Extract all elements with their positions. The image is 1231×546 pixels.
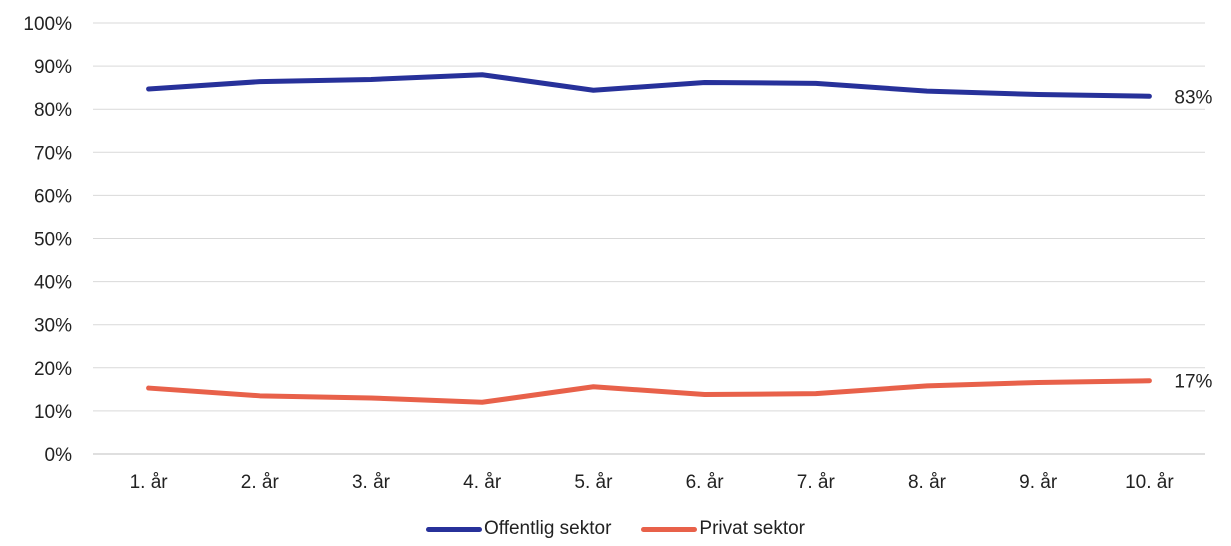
y-tick-label: 0%	[45, 445, 73, 466]
x-tick-label: 6. år	[686, 472, 725, 493]
legend-swatch-offentlig	[425, 526, 482, 532]
y-tick-label: 80%	[34, 100, 72, 121]
legend-label-privat: Privat sektor	[699, 518, 806, 539]
data-label-end: 83%	[1174, 87, 1212, 108]
y-tick-label: 100%	[23, 14, 72, 35]
x-tick-label: 10. år	[1125, 472, 1174, 493]
x-tick-label: 7. år	[797, 472, 836, 493]
x-tick-label: 5. år	[574, 472, 613, 493]
y-axis-tick-labels: 0% 10% 20% 30% 40% 50% 60% 70% 80% 90% 100%	[23, 14, 72, 466]
y-tick-label: 50%	[34, 230, 72, 251]
legend-item-privat[interactable]: Privat sektor	[641, 518, 805, 540]
series-end-labels: 83% 17%	[1174, 87, 1212, 392]
series-lines	[146, 72, 1152, 405]
x-tick-label: 4. år	[463, 472, 502, 493]
y-tick-label: 90%	[34, 57, 72, 78]
y-tick-label: 70%	[34, 143, 72, 164]
y-tick-label: 60%	[34, 186, 72, 207]
legend: Offentlig sektor Privat sektor	[0, 518, 1231, 540]
y-tick-label: 30%	[34, 316, 72, 337]
x-tick-label: 2. år	[241, 472, 280, 493]
legend-swatch-privat	[641, 526, 698, 532]
x-tick-label: 1. år	[130, 472, 169, 493]
x-axis-tick-labels: 1. år 2. år 3. år 4. år 5. år 6. år 7. år 8. år…	[130, 472, 1175, 493]
x-tick-label: 8. år	[908, 472, 947, 493]
series-line-offentlig[interactable]	[146, 72, 1152, 99]
x-tick-label: 3. år	[352, 472, 391, 493]
x-tick-label: 9. år	[1019, 472, 1058, 493]
data-label-end: 17%	[1174, 372, 1212, 393]
y-tick-label: 10%	[34, 402, 72, 423]
y-tick-label: 40%	[34, 273, 72, 294]
legend-item-offentlig[interactable]: Offentlig sektor	[425, 518, 612, 540]
gridlines	[93, 22, 1205, 455]
series-line-privat[interactable]	[146, 378, 1152, 405]
legend-label-offentlig: Offentlig sektor	[483, 518, 612, 539]
y-tick-label: 20%	[34, 359, 72, 380]
